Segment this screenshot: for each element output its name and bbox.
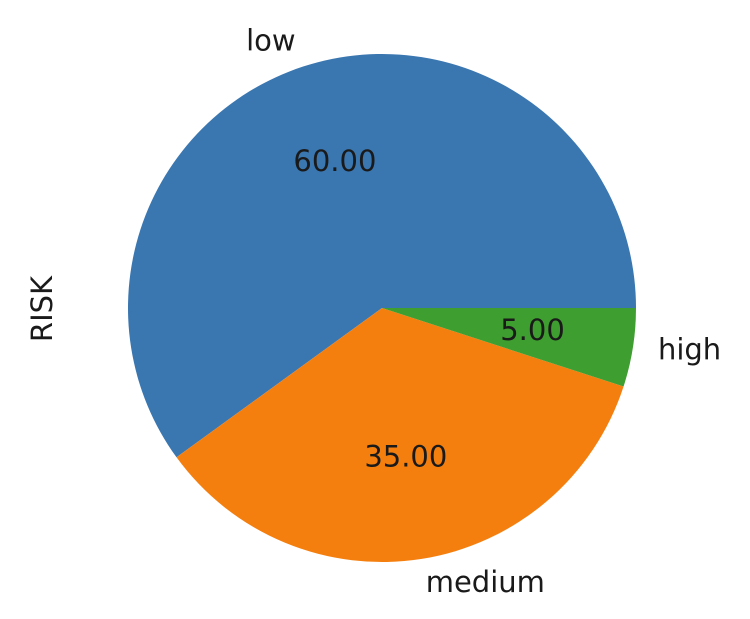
y-axis-label: RISK bbox=[25, 275, 59, 342]
slice-label-medium: medium bbox=[426, 565, 545, 599]
slice-value-medium: 35.00 bbox=[364, 440, 447, 474]
slice-value-low: 60.00 bbox=[293, 144, 376, 178]
pie-slice-medium bbox=[176, 308, 624, 562]
pie-slice-high bbox=[382, 308, 636, 387]
pie-labels: low 60.00 medium 35.00 high 5.00 bbox=[246, 23, 721, 599]
pie-slices bbox=[127, 53, 636, 562]
slice-label-high: high bbox=[658, 333, 721, 367]
pie-slice-low bbox=[127, 53, 636, 458]
slice-value-high: 5.00 bbox=[500, 313, 565, 347]
slice-label-low: low bbox=[246, 23, 296, 57]
